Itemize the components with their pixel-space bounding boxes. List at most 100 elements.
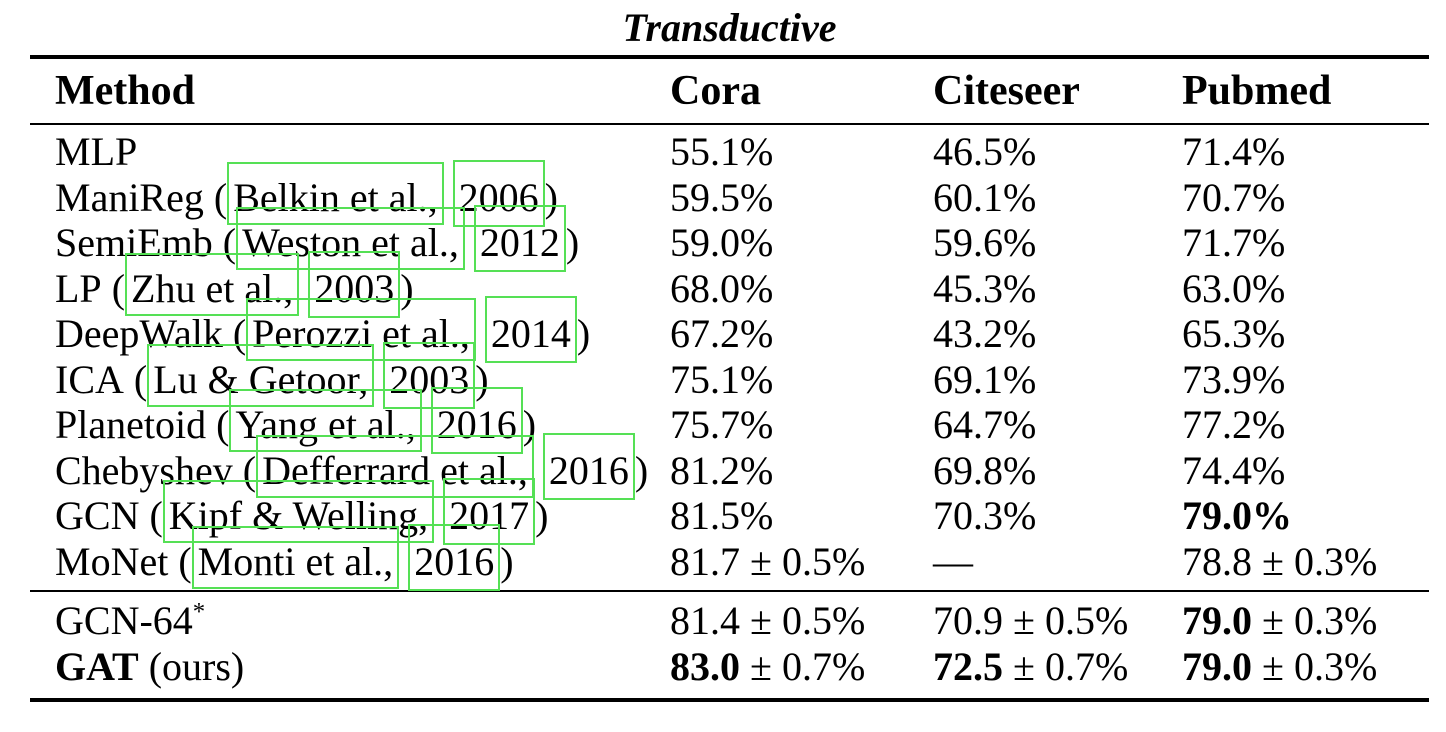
method-cell: MLP (55, 129, 670, 175)
cora-value: 55.1% (670, 129, 774, 174)
method-cell: DeepWalk (Perozzi et al., 2014) (55, 296, 670, 363)
method-name: ManiReg (55, 174, 204, 220)
citeseer-value: 69.1% (933, 356, 1037, 402)
citeseer-value: 70.9 ± 0.5% (933, 598, 1129, 643)
pubmed-cell: 77.2% (1182, 402, 1429, 448)
method-open-paren: ( (222, 311, 247, 356)
citation-year-link[interactable]: 2014 (484, 296, 577, 363)
citation-author-link[interactable]: Lu & Getoor, (147, 343, 375, 407)
pubmed-value: 70.7% (1182, 174, 1286, 220)
citeseer-cell: 46.5% (933, 129, 1182, 175)
pubmed-value: 71.7% (1182, 220, 1286, 265)
method-name: DeepWalk (55, 311, 223, 356)
citation-author-link[interactable]: Perozzi et al., (246, 298, 476, 361)
citeseer-value: 64.7% (933, 402, 1037, 447)
citation-year-link[interactable]: 2016 (430, 387, 523, 454)
bottom-rule (30, 698, 1429, 702)
pubmed-cell: 73.9% (1182, 357, 1429, 403)
method-open-paren: ( (212, 220, 237, 265)
method-cell: GAT (ours) (55, 644, 670, 690)
method-close-paren: ) (576, 311, 591, 356)
method-cell: GCN (Kipf & Welling, 2017) (55, 478, 670, 545)
citation-author-link[interactable]: Monti et al., (191, 525, 400, 589)
pubmed-cell: 78.8 ± 0.3% (1182, 539, 1429, 585)
citeseer-value: ± 0.7% (1003, 644, 1129, 689)
method-close-paren: ) (500, 538, 514, 584)
method-cell: ManiReg (Belkin et al., 2006) (55, 159, 670, 227)
method-close-paren: ) (475, 356, 489, 402)
citeseer-value: — (933, 538, 973, 584)
citation-year-link[interactable]: 2012 (473, 205, 566, 272)
citation-year-link[interactable]: 2003 (383, 341, 476, 409)
citation-year-link[interactable]: 2003 (308, 250, 401, 318)
cora-value: 81.5% (670, 493, 774, 538)
citation-author-link[interactable]: Weston et al., (236, 207, 465, 270)
pubmed-value-bold: 79.0 (1182, 598, 1252, 643)
table-row: ManiReg (Belkin et al., 2006) 59.5% 60.1… (30, 159, 1429, 227)
ours-section: GCN-64* 81.4 ± 0.5% 70.9 ± 0.5% 79.0 ± 0… (30, 592, 1429, 698)
cora-cell: 75.7% (670, 402, 933, 448)
citation-year-link[interactable]: 2006 (452, 159, 545, 227)
citeseer-cell: 69.8% (933, 448, 1182, 494)
method-suffix: (ours) (138, 644, 245, 689)
method-close-paren: ) (400, 265, 414, 311)
cora-cell: 67.2% (670, 311, 933, 357)
table-row: GCN-64* 81.4 ± 0.5% 70.9 ± 0.5% 79.0 ± 0… (30, 598, 1429, 644)
citation-year-link[interactable]: 2017 (443, 478, 536, 545)
pubmed-cell: 79.0% (1182, 493, 1429, 539)
method-open-paren: ( (123, 356, 148, 402)
citeseer-value: 43.2% (933, 311, 1037, 356)
citeseer-cell: 70.3% (933, 493, 1182, 539)
method-name: LP (55, 265, 102, 311)
table-row: GAT (ours) 83.0 ± 0.7% 72.5 ± 0.7% 79.0 … (30, 644, 1429, 690)
citeseer-value: 59.6% (933, 220, 1037, 265)
table-row: DeepWalk (Perozzi et al., 2014) 67.2% 43… (30, 296, 1429, 363)
table-title: Transductive (622, 5, 837, 50)
pubmed-value-bold: 79.0% (1182, 493, 1292, 538)
table-row: Chebyshev (Defferrard et al., 2016) 81.2… (30, 432, 1429, 500)
table-row: LP (Zhu et al., 2003) 68.0% 45.3% 63.0% (30, 250, 1429, 318)
method-name: GCN-64 (55, 598, 193, 643)
header-pubmed: Pubmed (1182, 68, 1332, 114)
citeseer-cell: 72.5 ± 0.7% (933, 644, 1182, 690)
method-cell: GCN-64* (55, 598, 670, 644)
cora-value: 81.7 ± 0.5% (670, 538, 866, 584)
method-name: GCN (55, 493, 140, 538)
cora-cell: 83.0 ± 0.7% (670, 644, 933, 690)
citation-author-link[interactable]: Belkin et al., (227, 161, 444, 225)
citation-year-link[interactable]: 2016 (542, 432, 635, 500)
pubmed-value: 74.4% (1182, 447, 1286, 493)
header-method: Method (55, 68, 195, 114)
citation-author-link[interactable]: Defferrard et al., (256, 434, 534, 498)
citation-author-link[interactable]: Zhu et al., (125, 252, 300, 316)
citation-author-link[interactable]: Kipf & Welling, (162, 480, 435, 543)
citeseer-cell: 70.9 ± 0.5% (933, 598, 1182, 644)
method-name: GAT (55, 644, 139, 689)
citation-author-link[interactable]: Yang et al., (229, 389, 422, 452)
citeseer-value-bold: 72.5 (933, 644, 1003, 689)
pubmed-value: 73.9% (1182, 356, 1286, 402)
method-cell: MoNet (Monti et al., 2016) (55, 523, 670, 591)
top-rule (30, 55, 1429, 59)
cora-cell: 55.1% (670, 129, 933, 175)
header-rule (30, 123, 1429, 125)
pubmed-value-bold: 79.0 (1182, 644, 1252, 689)
citeseer-cell: 60.1% (933, 175, 1182, 221)
method-name: MoNet (55, 538, 169, 584)
pubmed-value: 65.3% (1182, 311, 1286, 356)
citation-year-link[interactable]: 2016 (408, 523, 501, 591)
pubmed-cell: 71.7% (1182, 220, 1429, 266)
citeseer-cell: 43.2% (933, 311, 1182, 357)
method-cell: Planetoid (Yang et al., 2016) (55, 387, 670, 454)
header-citeseer: Citeseer (933, 68, 1080, 114)
pubmed-cell: 74.4% (1182, 448, 1429, 494)
cora-cell: 81.4 ± 0.5% (670, 598, 933, 644)
citeseer-value: 70.3% (933, 493, 1037, 538)
table-row: GCN (Kipf & Welling, 2017) 81.5% 70.3% 7… (30, 478, 1429, 545)
pubmed-cell: 71.4% (1182, 129, 1429, 175)
method-close-paren: ) (565, 220, 580, 265)
method-cell: ICA (Lu & Getoor, 2003) (55, 341, 670, 409)
cora-value: 81.4 ± 0.5% (670, 598, 866, 643)
method-open-paren: ( (139, 493, 163, 538)
